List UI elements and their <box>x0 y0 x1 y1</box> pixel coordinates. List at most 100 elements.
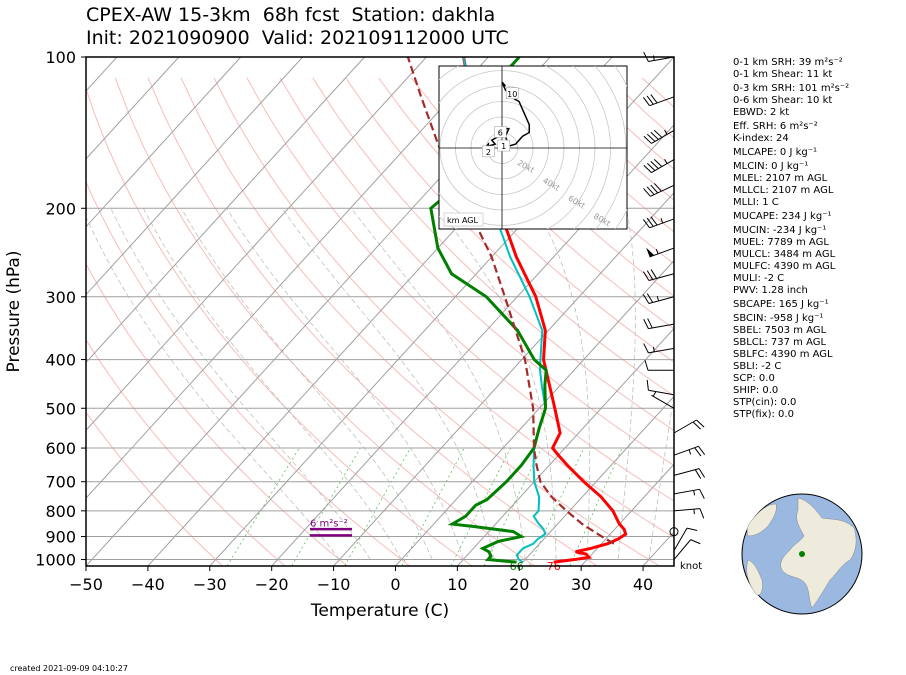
wind-barb <box>644 360 674 371</box>
index-row: SCP: 0.0 <box>733 373 775 384</box>
mixing-ratio-line <box>450 447 511 566</box>
dry-adiabat <box>411 77 674 330</box>
index-row: SBCAPE: 165 J kg⁻¹ <box>733 299 829 310</box>
barb-staff <box>648 389 675 396</box>
dry-adiabat <box>86 411 224 566</box>
barb-full <box>646 379 649 391</box>
dry-adiabat <box>86 87 474 566</box>
globe-land-south-america <box>746 559 763 596</box>
barb-full <box>646 217 654 227</box>
dry-adiabat <box>114 77 536 566</box>
index-row: SHIP: 0.0 <box>733 385 779 396</box>
wind-barb <box>643 51 675 63</box>
wind-barb <box>673 539 701 560</box>
x-tick-label: 10 <box>447 575 467 594</box>
barb-staff <box>648 56 675 63</box>
index-row: SBLI: -2 C <box>733 361 782 372</box>
index-row: MULI: -2 C <box>733 273 785 284</box>
profile-dewpoint <box>429 57 548 564</box>
index-row: MULFC: 4390 m AGL <box>733 261 836 272</box>
barb-full <box>690 539 701 545</box>
x-tick-label: −10 <box>317 575 351 594</box>
mixing-ratio-line <box>226 447 300 566</box>
wind-barb <box>643 183 675 197</box>
dry-adiabat <box>279 77 674 467</box>
mixing-ratio-line <box>291 447 361 566</box>
y-tick-label: 1000 <box>35 551 76 570</box>
hodograph-height-label: 10 <box>505 87 519 99</box>
wind-barb <box>643 129 675 144</box>
y-tick-label: 400 <box>45 351 76 370</box>
dry-adiabat <box>378 77 674 363</box>
wind-barb <box>673 488 705 499</box>
barb-full <box>643 343 649 354</box>
moist-adiabat <box>617 208 636 560</box>
barb-full <box>642 294 650 304</box>
wind-barb <box>643 343 675 354</box>
isotherm <box>332 192 674 566</box>
wind-barb <box>651 391 675 409</box>
barb-full <box>650 216 658 226</box>
barb-full <box>686 527 698 532</box>
barb-staff <box>648 273 675 281</box>
y-axis-label: Pressure (hPa) <box>4 251 24 373</box>
profile-temperature <box>462 57 628 564</box>
wind-unit-label: knot <box>680 561 702 572</box>
index-row: Eff. SRH: 6 m²s⁻² <box>733 121 818 132</box>
barb-full <box>646 95 654 105</box>
barb-staff <box>673 527 688 551</box>
x-tick-label: 30 <box>571 575 591 594</box>
index-row: MULCL: 3484 m AGL <box>733 249 836 260</box>
mixing-ratio-line <box>569 447 623 566</box>
wind-barb <box>642 216 675 229</box>
index-row: MUCAPE: 234 J kg⁻¹ <box>733 211 832 222</box>
barb-full <box>650 269 658 279</box>
isotherm <box>580 463 674 566</box>
moist-adiabat <box>86 216 340 560</box>
wind-barb <box>646 247 675 258</box>
height-label-box <box>505 87 519 99</box>
wind-barb <box>643 318 675 330</box>
wind-barb <box>673 527 698 551</box>
barb-full <box>643 188 651 197</box>
barb-staff <box>651 394 675 409</box>
height-label-text: 6 <box>498 129 503 138</box>
barb-half <box>652 55 655 61</box>
y-tick-label: 100 <box>45 48 76 67</box>
barb-pennant <box>646 247 655 257</box>
x-tick-label: 20 <box>509 575 529 594</box>
barb-staff <box>673 468 700 476</box>
y-tick-label: 800 <box>45 502 76 521</box>
index-row: MUEL: 7789 m AGL <box>733 237 829 248</box>
isotherm <box>86 57 180 160</box>
barb-staff <box>649 218 675 229</box>
isotherm <box>518 395 674 566</box>
barb-half <box>656 295 660 302</box>
index-row: SBEL: 7503 m AGL <box>733 325 827 336</box>
isotherm <box>86 57 489 499</box>
sounding-indices-panel: 0-1 km SRH: 39 m²s⁻² 0-1 km Shear: 11 kt 0… <box>733 57 903 421</box>
plot-area <box>86 57 674 566</box>
x-tick-label: −40 <box>131 575 165 594</box>
barb-staff <box>673 539 692 560</box>
barb-staff <box>648 296 675 304</box>
wind-barb <box>642 269 675 281</box>
wind-barb <box>673 508 705 519</box>
index-row: 0-3 km SRH: 101 m²s⁻² <box>733 83 850 94</box>
index-row: EBWD: 2 kt <box>733 107 790 118</box>
wind-barb <box>642 94 675 107</box>
globe-land-africa-europe <box>780 497 857 609</box>
barb-full <box>647 163 656 171</box>
barb-staff <box>649 96 675 107</box>
wind-barb <box>673 445 706 457</box>
barb-full <box>642 219 650 229</box>
barb-full <box>653 159 663 167</box>
barb-half <box>660 218 664 224</box>
dry-adiabat <box>86 338 286 566</box>
barb-full <box>646 270 654 280</box>
barb-full <box>643 319 649 329</box>
index-row: SBCIN: -958 J kg⁻¹ <box>733 313 824 324</box>
barb-half <box>652 391 657 397</box>
index-row: 0-1 km Shear: 11 kt <box>733 69 833 80</box>
